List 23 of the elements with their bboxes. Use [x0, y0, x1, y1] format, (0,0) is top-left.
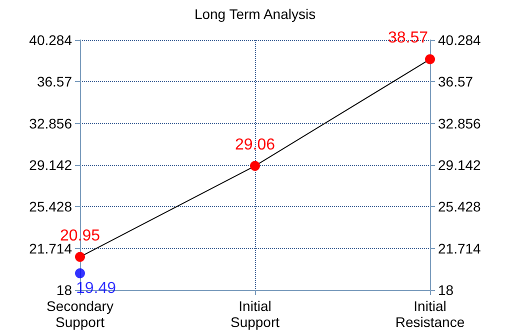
data-label: 29.06 — [234, 136, 276, 154]
y2-tick-label: 18 — [438, 282, 454, 298]
x-tick-label: Initial Resistance — [395, 298, 465, 330]
x-tick-label: Secondary Support — [46, 298, 114, 330]
point — [425, 54, 435, 64]
x-tick-label: Initial Support — [230, 298, 280, 330]
y-tick-label: 40.284 — [29, 32, 72, 48]
y-tick-label: 32.856 — [29, 115, 72, 132]
point — [250, 160, 260, 171]
y-tick-label: 18 — [56, 282, 72, 298]
y2-tick-label: 36.57 — [438, 74, 474, 90]
y2-tick-label: 32.856 — [438, 115, 482, 132]
point — [75, 252, 85, 262]
y-tick-label: 25.428 — [29, 198, 72, 215]
y2-tick-label: 40.284 — [438, 32, 482, 48]
y2-tick-label: 29.142 — [438, 157, 482, 173]
y2-tick-label: 25.428 — [438, 198, 482, 215]
chart-title: Long Term Analysis — [194, 6, 316, 22]
data-label: 38.57 — [388, 30, 428, 47]
point — [75, 268, 85, 278]
y2-tick-label: 21.714 — [438, 240, 482, 256]
y-tick-label: 36.57 — [36, 74, 72, 90]
y-tick-label: 29.142 — [29, 157, 72, 173]
